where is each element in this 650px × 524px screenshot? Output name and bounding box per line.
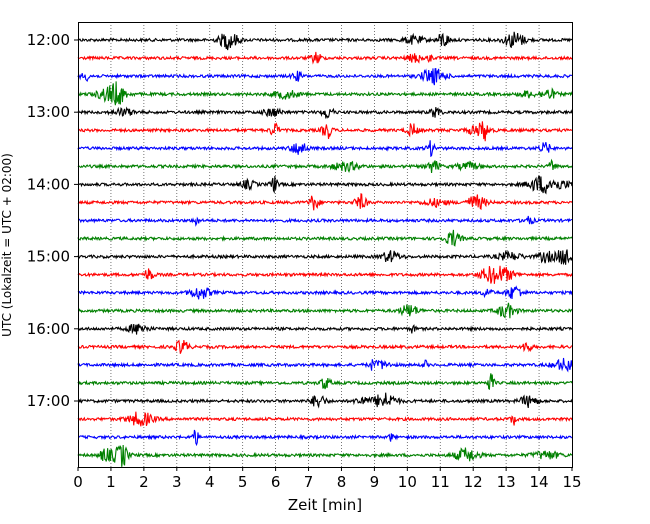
trace-line bbox=[77, 68, 573, 86]
trace-line bbox=[77, 31, 573, 51]
y-axis-ticks: 12:00 13:00 14:00 15:00 16:00 17:00 bbox=[27, 31, 78, 410]
x-tick-label: 4 bbox=[205, 473, 215, 491]
trace-line bbox=[78, 215, 573, 227]
trace-line bbox=[77, 140, 573, 158]
trace-line bbox=[77, 429, 573, 447]
x-tick-label: 1 bbox=[106, 473, 116, 491]
grid-lines bbox=[110, 22, 540, 467]
trace-line bbox=[77, 339, 573, 354]
x-tick-label: 7 bbox=[304, 473, 314, 491]
x-tick-label: 11 bbox=[431, 473, 450, 491]
trace-line bbox=[77, 392, 573, 409]
x-tick-label: 12 bbox=[464, 473, 483, 491]
x-tick-label: 2 bbox=[139, 473, 149, 491]
trace-line bbox=[77, 265, 573, 284]
x-axis-label: Zeit [min] bbox=[288, 496, 362, 514]
trace-line bbox=[77, 121, 573, 142]
y-tick-label: 13:00 bbox=[27, 103, 70, 121]
x-tick-label: 5 bbox=[238, 473, 248, 491]
trace-line bbox=[77, 411, 573, 427]
x-tick-label: 0 bbox=[73, 473, 83, 491]
trace-line bbox=[77, 193, 573, 211]
x-tick-label: 6 bbox=[271, 473, 281, 491]
x-tick-label: 9 bbox=[370, 473, 380, 491]
plot-frame bbox=[78, 22, 573, 468]
trace-line bbox=[77, 373, 573, 391]
x-tick-label: 8 bbox=[337, 473, 347, 491]
trace-line bbox=[77, 175, 573, 195]
trace-line bbox=[77, 81, 573, 106]
trace-line bbox=[77, 323, 573, 335]
y-tick-label: 12:00 bbox=[27, 31, 70, 49]
trace-line bbox=[77, 357, 573, 373]
x-tick-label: 10 bbox=[398, 473, 417, 491]
trace-line bbox=[77, 51, 573, 65]
trace-line bbox=[77, 302, 573, 319]
y-axis-label: UTC (Lokalzeit = UTC + 02:00) bbox=[0, 153, 14, 337]
trace-line bbox=[77, 106, 573, 120]
trace-line bbox=[77, 444, 573, 467]
trace-line bbox=[77, 229, 573, 247]
x-tick-label: 14 bbox=[530, 473, 549, 491]
trace-line bbox=[77, 158, 573, 174]
y-tick-label: 17:00 bbox=[27, 392, 70, 410]
x-tick-label: 15 bbox=[562, 473, 581, 491]
trace-group bbox=[77, 31, 573, 467]
trace-line bbox=[77, 285, 573, 300]
x-axis-ticks: 0 1 2 3 4 5 6 7 8 9 10 11 12 13 14 15 bbox=[73, 467, 582, 491]
trace-line bbox=[77, 249, 573, 266]
y-tick-label: 16:00 bbox=[27, 320, 70, 338]
y-tick-label: 15:00 bbox=[27, 248, 70, 266]
x-tick-label: 3 bbox=[172, 473, 182, 491]
x-tick-label: 13 bbox=[497, 473, 516, 491]
y-tick-label: 14:00 bbox=[27, 175, 70, 193]
